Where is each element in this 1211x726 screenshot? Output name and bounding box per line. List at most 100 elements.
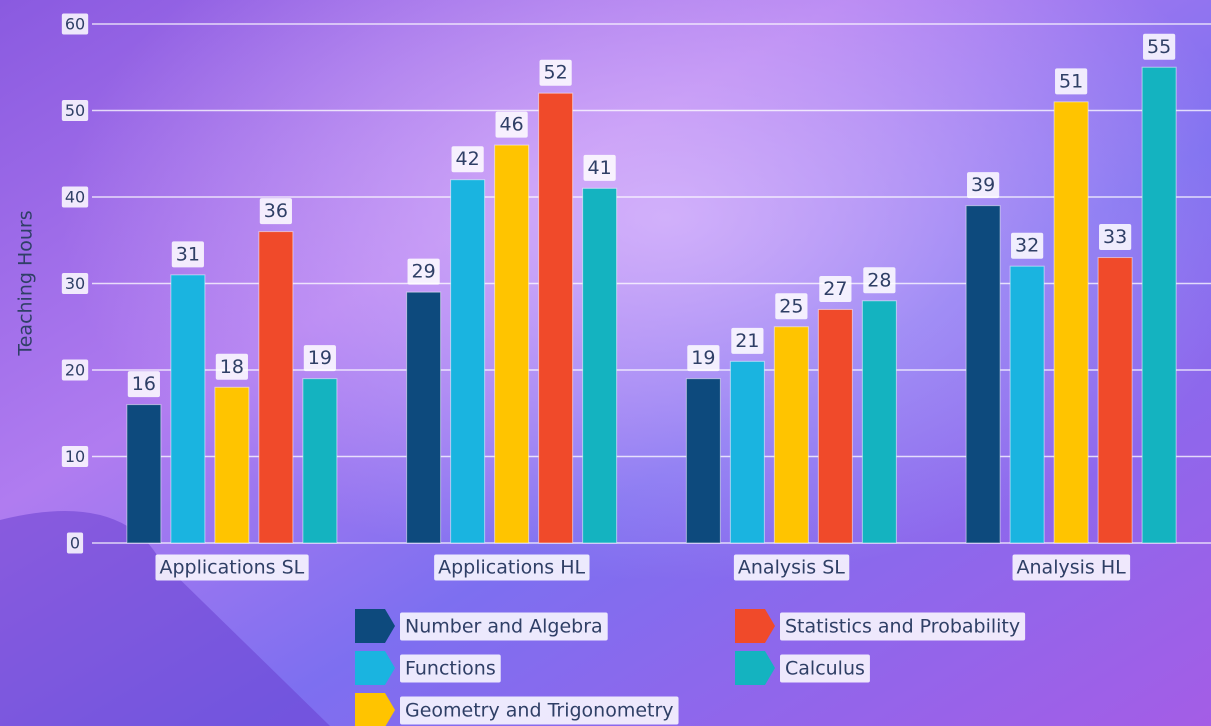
legend-label-box [780,612,1026,641]
bar [1097,257,1133,544]
legend-label: Statistics and Probability [785,616,1020,638]
legend-label-box [400,654,501,683]
bar [685,378,721,544]
y-tick-label: 30 [65,274,85,293]
legend-swatch [735,651,775,685]
bar [214,386,250,544]
bar [450,179,486,544]
x-tick-label-box [155,554,309,581]
y-tick-label: 20 [65,361,85,380]
y-tick-label: 0 [70,534,80,553]
y-tick-label: 40 [65,188,85,207]
bar [1053,101,1089,544]
value-label: 39 [971,174,995,196]
bar [861,300,897,544]
value-label: 27 [823,278,847,300]
value-label-box [863,267,896,294]
y-tick-label-box [66,532,84,554]
y-tick-label-box [61,100,89,121]
y-tick-label-box [61,359,89,381]
value-label: 19 [308,347,332,369]
value-label-box [731,327,764,354]
y-axis-label: Teaching Hours [15,210,37,356]
legend-swatch [355,609,395,643]
legend-label: Geometry and Trigonometry [405,700,674,722]
x-tick-label-box [1012,554,1131,581]
y-tick-label: 60 [65,15,85,34]
value-label: 32 [1015,235,1039,257]
value-label-box [967,172,1000,199]
value-label-box [539,59,572,86]
value-label-box [127,371,160,398]
value-label: 31 [176,243,200,265]
legend-label: Functions [405,658,496,680]
value-label-box [1055,68,1088,95]
value-label-box [259,198,292,225]
bar [302,378,338,544]
value-label: 42 [456,148,480,170]
bar [1009,265,1045,544]
value-label: 51 [1059,70,1083,92]
value-label: 55 [1147,36,1171,58]
y-tick-label: 10 [65,447,85,466]
legend-swatch [355,693,395,726]
value-label: 52 [544,62,568,84]
bar [406,291,442,544]
x-tick-label-box [733,554,850,581]
bar [773,326,809,544]
bar [729,360,765,544]
value-label-box [215,353,248,380]
bar [538,92,574,544]
value-label: 41 [588,157,612,179]
legend-swatch [735,609,775,643]
background-shape [0,511,330,726]
value-label-box [451,146,484,173]
legend-swatch [355,651,395,685]
value-label-box [1143,33,1176,60]
value-label: 28 [867,269,891,291]
y-tick-label: 50 [65,101,85,120]
value-label-box [1099,224,1132,251]
legend-label-box [780,654,870,683]
legend-label-box [400,696,679,725]
value-label-box [775,293,808,320]
bar [1141,66,1177,544]
value-label-box [495,111,528,138]
value-label-box [1011,232,1044,259]
value-label-box [583,154,616,181]
value-label: 16 [132,373,156,395]
bar [494,144,530,544]
value-label: 29 [412,261,436,283]
y-tick-label-box [61,13,89,35]
value-label-box [687,345,720,372]
value-label: 46 [500,114,524,136]
y-tick-label-box [61,273,89,294]
bar [258,231,294,544]
bar [582,187,618,544]
value-label-box [171,241,204,268]
value-label: 19 [691,347,715,369]
y-tick-label-box [61,186,89,208]
legend-label-box [400,612,608,641]
x-tick-label: Applications HL [438,557,585,579]
x-tick-label: Analysis HL [1017,557,1127,579]
legend-label: Calculus [785,658,865,680]
value-label: 36 [264,200,288,222]
bar [965,205,1001,544]
legend-label: Number and Algebra [405,616,603,638]
value-label: 25 [779,295,803,317]
value-label-box [407,258,440,285]
y-tick-label-box [61,446,89,467]
x-tick-label-box [434,554,590,581]
value-label-box [303,345,336,372]
bar [126,404,162,544]
bar [170,274,206,544]
value-label: 21 [735,330,759,352]
value-label: 18 [220,356,244,378]
value-label: 33 [1103,226,1127,248]
x-tick-label: Applications SL [160,557,305,579]
x-tick-label: Analysis SL [738,557,845,579]
bar [817,308,853,544]
value-label-box [819,275,852,302]
